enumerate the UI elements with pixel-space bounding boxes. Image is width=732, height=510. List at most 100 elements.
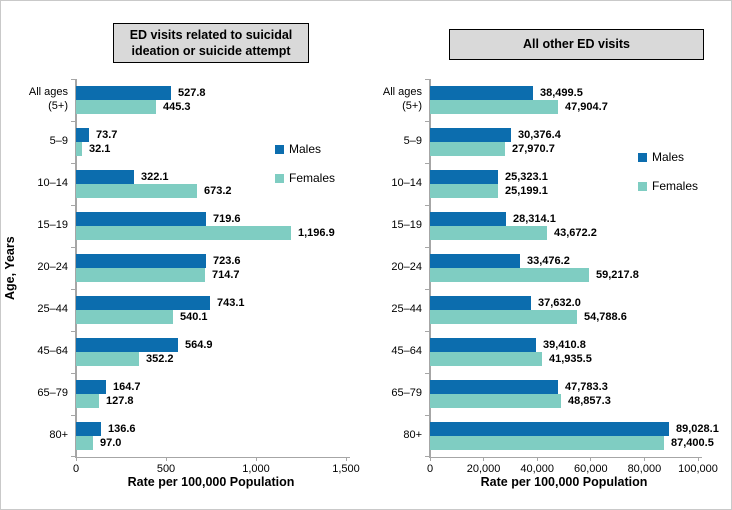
legend-label-females: Females [289, 171, 336, 185]
bar-females [76, 268, 205, 282]
legend-label-females: Females [652, 179, 699, 193]
x-tick-label: 500 [156, 463, 176, 475]
y-axis-tick [425, 247, 430, 248]
category-label: All ages (5+) [382, 86, 422, 112]
bar-females [430, 268, 589, 282]
category-label: 25–44 [391, 303, 422, 316]
chart-panel-all-other-ed-visits: All other ED visits All ages (5+) 38,499.… [367, 1, 731, 509]
x-axis-tick [590, 457, 592, 461]
bar-males [430, 338, 536, 352]
x-axis-tick [165, 457, 167, 461]
bar-males [430, 422, 669, 436]
value-label: 32.1 [89, 143, 111, 155]
bar-males [76, 380, 106, 394]
x-axis-tick [75, 457, 77, 461]
y-axis-tick [71, 121, 76, 122]
category-label: 65–79 [37, 387, 68, 400]
chart-title: ED visits related to suicidal ideation o… [129, 27, 293, 58]
y-axis-tick [425, 373, 430, 374]
value-label: 25,323.1 [505, 171, 548, 183]
category-label: 5–9 [403, 135, 422, 148]
value-label: 54,788.6 [584, 311, 627, 323]
category-label: 15–19 [37, 219, 68, 232]
x-axis-tick [429, 457, 431, 461]
y-axis-tick [425, 79, 430, 80]
y-axis-tick [425, 289, 430, 290]
bar-females [430, 100, 558, 114]
value-label: 48,857.3 [568, 395, 611, 407]
value-label: 87,400.5 [671, 437, 714, 449]
y-axis-tick [71, 289, 76, 290]
bar-females [430, 310, 577, 324]
bar-males [430, 380, 558, 394]
legend-item-females: Females [638, 179, 698, 193]
legend-item-females: Females [275, 171, 335, 185]
y-axis-tick [71, 247, 76, 248]
value-label: 97.0 [100, 437, 122, 449]
bar-females [76, 310, 173, 324]
y-axis-line [429, 79, 431, 457]
bar-males [430, 296, 531, 310]
value-label: 527.8 [178, 87, 206, 99]
x-axis-tick [483, 457, 485, 461]
bar-females [76, 100, 156, 114]
value-label: 59,217.8 [596, 269, 639, 281]
value-label: 38,499.5 [540, 87, 583, 99]
value-label: 322.1 [141, 171, 169, 183]
x-axis-line [75, 456, 350, 458]
value-label: 28,314.1 [513, 213, 556, 225]
category-label: 5–9 [49, 135, 68, 148]
females-swatch [638, 181, 647, 191]
x-tick-label: 100,000 [678, 463, 718, 475]
y-axis-tick [425, 415, 430, 416]
females-swatch [275, 173, 284, 183]
y-axis-tick [71, 331, 76, 332]
y-axis-tick [71, 373, 76, 374]
bar-males [76, 338, 178, 352]
category-label: 10–14 [37, 177, 68, 190]
value-label: 136.6 [108, 423, 136, 435]
value-label: 1,196.9 [298, 227, 335, 239]
category-label: 20–24 [37, 261, 68, 274]
value-label: 37,632.0 [538, 297, 581, 309]
y-axis-tick [425, 121, 430, 122]
x-axis-tick [643, 457, 645, 461]
bar-males [76, 254, 206, 268]
value-label: 41,935.5 [549, 353, 592, 365]
bar-males [430, 170, 498, 184]
y-axis-tick [71, 205, 76, 206]
bar-females [76, 394, 99, 408]
value-label: 43,672.2 [554, 227, 597, 239]
value-label: 25,199.1 [505, 185, 548, 197]
bar-females [430, 394, 561, 408]
males-swatch [638, 152, 647, 162]
category-label: 80+ [403, 429, 422, 442]
x-axis-title: Rate per 100,000 Population [127, 475, 295, 489]
value-label: 73.7 [96, 129, 118, 141]
category-label: All ages (5+) [28, 86, 68, 112]
value-label: 673.2 [204, 185, 232, 197]
y-axis-tick [425, 163, 430, 164]
value-label: 47,904.7 [565, 101, 608, 113]
category-label: 80+ [49, 429, 68, 442]
x-axis-tick [345, 457, 347, 461]
x-tick-label: 60,000 [573, 463, 608, 475]
bar-females [76, 352, 139, 366]
bar-males [76, 170, 134, 184]
value-label: 127.8 [106, 395, 134, 407]
x-axis-tick [697, 457, 699, 461]
value-label: 33,476.2 [527, 255, 570, 267]
x-tick-label: 20,000 [466, 463, 501, 475]
value-label: 89,028.1 [676, 423, 719, 435]
males-swatch [275, 144, 284, 154]
bar-males [76, 212, 206, 226]
category-label: 20–24 [391, 261, 422, 274]
value-label: 47,783.3 [565, 381, 608, 393]
bar-females [430, 436, 664, 450]
x-tick-label: 40,000 [520, 463, 555, 475]
bar-females [76, 226, 291, 240]
y-axis-tick [71, 456, 76, 457]
chart-panel-suicidal-ed-visits: ED visits related to suicidal ideation o… [1, 1, 367, 509]
value-label: 719.6 [213, 213, 241, 225]
